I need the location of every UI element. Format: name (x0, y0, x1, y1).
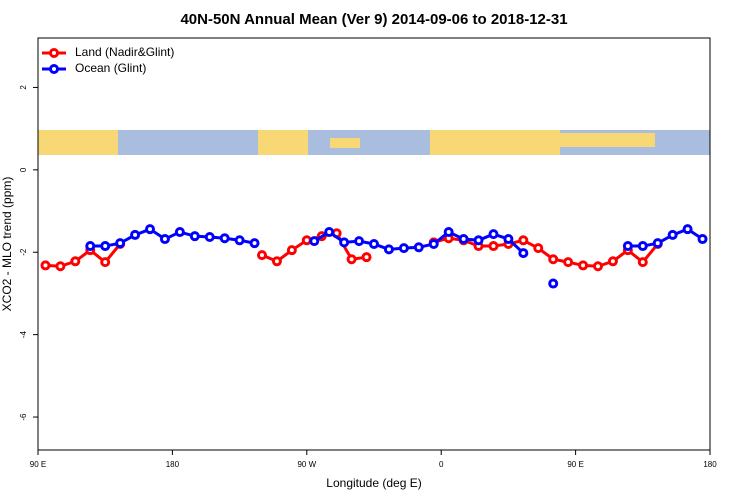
y-tick-label: -6 (19, 413, 28, 421)
x-axis-label: Longitude (deg E) (326, 476, 421, 490)
point (637, 241, 648, 252)
plot-frame (37, 37, 711, 451)
point (204, 231, 215, 242)
x-tick-label: 0 (439, 460, 444, 469)
x-tick-label: 180 (166, 460, 180, 469)
legend-marker (49, 48, 59, 58)
point (130, 229, 141, 240)
point (55, 261, 66, 272)
point (637, 257, 648, 268)
point (115, 238, 126, 249)
point (159, 234, 170, 245)
point (503, 234, 514, 245)
point (339, 237, 350, 248)
point (369, 239, 379, 249)
x-tick-label: 180 (703, 460, 717, 469)
point (622, 241, 633, 252)
point (518, 235, 529, 246)
y-tick-label: -4 (19, 331, 28, 339)
point (145, 224, 155, 235)
y-tick-label: -2 (19, 248, 28, 256)
point (40, 260, 51, 271)
point (301, 235, 312, 246)
point (354, 236, 365, 247)
point (443, 227, 454, 238)
point (174, 227, 185, 238)
point (563, 257, 574, 268)
point (189, 231, 200, 242)
point (593, 261, 603, 272)
point (271, 256, 282, 267)
legend-label: Land (Nadir&Glint) (75, 45, 174, 59)
y-axis-label: XCO2 - MLO trend (ppm) (0, 177, 14, 312)
point (428, 239, 439, 249)
point (324, 227, 335, 238)
point (458, 234, 469, 245)
point (398, 243, 409, 254)
point (652, 238, 663, 249)
point (548, 278, 559, 289)
point (85, 241, 96, 252)
x-tick-label: 90 W (297, 460, 316, 469)
point (70, 256, 81, 267)
point (697, 234, 708, 245)
point (234, 235, 245, 246)
point (219, 233, 230, 244)
point (488, 241, 499, 252)
point (667, 229, 678, 240)
point (607, 256, 618, 267)
point (100, 257, 111, 268)
point (413, 242, 424, 253)
legend-label: Ocean (Glint) (75, 61, 146, 75)
point (286, 245, 297, 256)
point (473, 235, 484, 246)
chart-title: 40N-50N Annual Mean (Ver 9) 2014-09-06 t… (180, 11, 567, 28)
y-tick-label: 2 (19, 85, 28, 90)
point (383, 244, 394, 255)
point (346, 254, 357, 265)
point (548, 254, 559, 265)
point (100, 241, 111, 252)
y-tick-label: 0 (19, 167, 28, 172)
point (533, 243, 544, 254)
point (488, 229, 499, 240)
point (518, 248, 529, 259)
x-tick-label: 90 E (30, 460, 46, 469)
point (249, 238, 260, 249)
point (361, 252, 372, 263)
x-tick-label: 90 E (567, 460, 583, 469)
legend-marker (49, 64, 59, 74)
point (309, 236, 320, 247)
point (257, 250, 267, 261)
point (682, 224, 693, 235)
map-strip (38, 130, 710, 155)
point (578, 260, 589, 271)
